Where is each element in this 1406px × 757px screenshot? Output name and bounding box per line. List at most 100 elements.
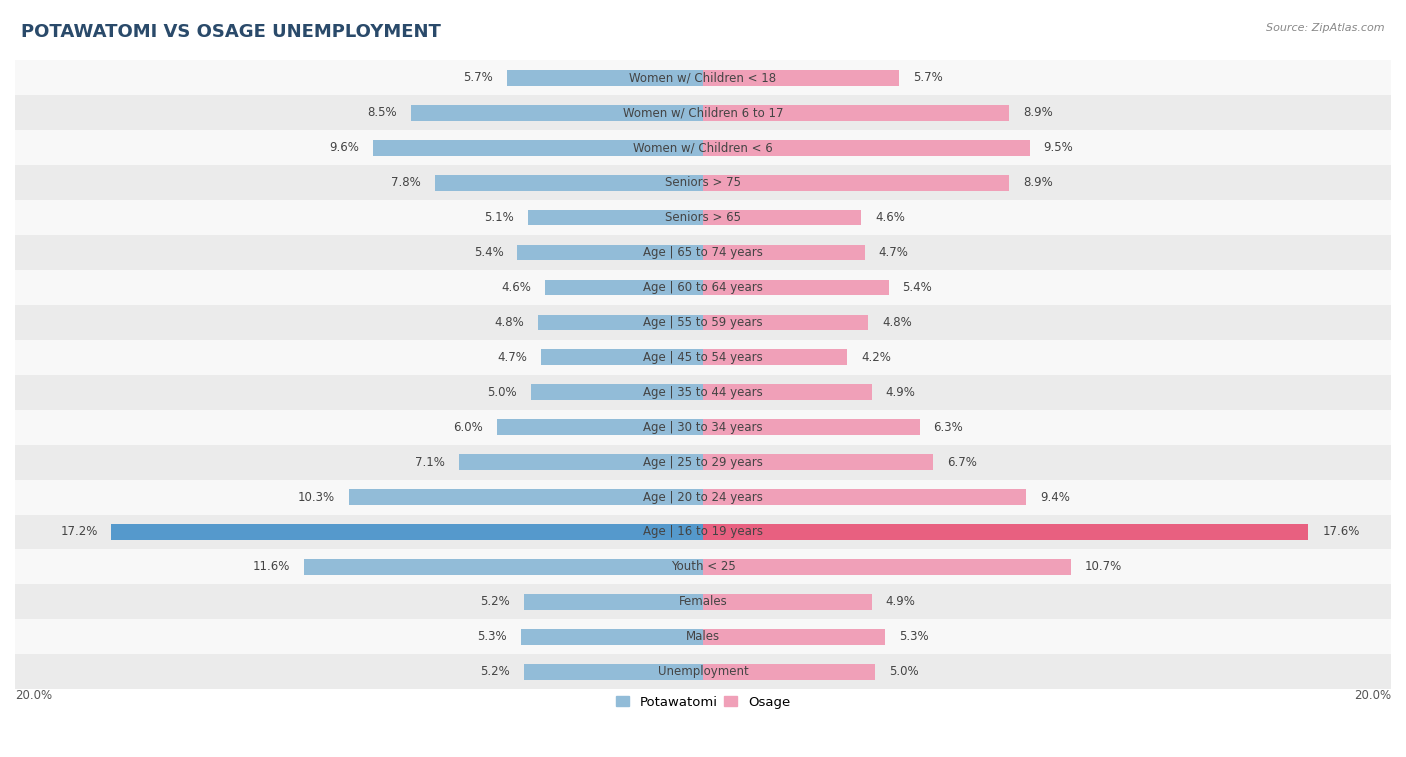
Text: Age | 30 to 34 years: Age | 30 to 34 years bbox=[643, 421, 763, 434]
Text: Females: Females bbox=[679, 595, 727, 609]
Text: Source: ZipAtlas.com: Source: ZipAtlas.com bbox=[1267, 23, 1385, 33]
Text: 5.4%: 5.4% bbox=[903, 281, 932, 294]
Bar bbox=[703, 419, 920, 435]
Bar bbox=[111, 524, 703, 540]
Bar bbox=[15, 410, 1391, 444]
Text: Women w/ Children 6 to 17: Women w/ Children 6 to 17 bbox=[623, 106, 783, 120]
Bar bbox=[458, 454, 703, 470]
Bar bbox=[524, 664, 703, 680]
Bar bbox=[703, 629, 886, 645]
Text: 6.3%: 6.3% bbox=[934, 421, 963, 434]
Bar bbox=[434, 175, 703, 191]
Bar bbox=[703, 489, 1026, 505]
Text: 10.3%: 10.3% bbox=[298, 491, 335, 503]
Bar bbox=[703, 279, 889, 295]
Bar bbox=[15, 130, 1391, 165]
Text: Women w/ Children < 6: Women w/ Children < 6 bbox=[633, 142, 773, 154]
Bar bbox=[541, 350, 703, 365]
Bar bbox=[703, 105, 1010, 120]
Text: Seniors > 65: Seniors > 65 bbox=[665, 211, 741, 224]
Text: 5.7%: 5.7% bbox=[912, 71, 942, 84]
Text: Age | 55 to 59 years: Age | 55 to 59 years bbox=[643, 316, 763, 329]
Text: 4.7%: 4.7% bbox=[879, 246, 908, 259]
Text: 4.7%: 4.7% bbox=[498, 350, 527, 364]
Text: Age | 20 to 24 years: Age | 20 to 24 years bbox=[643, 491, 763, 503]
Text: 20.0%: 20.0% bbox=[1354, 689, 1391, 702]
Text: 9.5%: 9.5% bbox=[1043, 142, 1073, 154]
Bar bbox=[15, 444, 1391, 480]
Text: 8.9%: 8.9% bbox=[1024, 106, 1053, 120]
Text: 5.2%: 5.2% bbox=[481, 665, 510, 678]
Text: Seniors > 75: Seniors > 75 bbox=[665, 176, 741, 189]
Bar bbox=[15, 550, 1391, 584]
Text: 17.2%: 17.2% bbox=[60, 525, 97, 538]
Bar bbox=[703, 385, 872, 400]
Text: Age | 45 to 54 years: Age | 45 to 54 years bbox=[643, 350, 763, 364]
Text: 5.3%: 5.3% bbox=[477, 631, 508, 643]
Bar bbox=[703, 454, 934, 470]
Bar bbox=[703, 594, 872, 609]
Bar bbox=[15, 95, 1391, 130]
Bar bbox=[15, 584, 1391, 619]
Bar bbox=[544, 279, 703, 295]
Bar bbox=[15, 654, 1391, 689]
Bar bbox=[508, 70, 703, 86]
Bar bbox=[15, 305, 1391, 340]
Text: 5.1%: 5.1% bbox=[484, 211, 513, 224]
Bar bbox=[538, 315, 703, 330]
Text: 4.6%: 4.6% bbox=[501, 281, 531, 294]
Bar bbox=[349, 489, 703, 505]
Text: Males: Males bbox=[686, 631, 720, 643]
Bar bbox=[15, 480, 1391, 515]
Text: Age | 65 to 74 years: Age | 65 to 74 years bbox=[643, 246, 763, 259]
Bar bbox=[411, 105, 703, 120]
Text: 5.2%: 5.2% bbox=[481, 595, 510, 609]
Text: Youth < 25: Youth < 25 bbox=[671, 560, 735, 573]
Bar bbox=[703, 140, 1029, 156]
Bar bbox=[15, 61, 1391, 95]
Bar bbox=[15, 375, 1391, 410]
Bar bbox=[520, 629, 703, 645]
Text: 11.6%: 11.6% bbox=[253, 560, 290, 573]
Text: POTAWATOMI VS OSAGE UNEMPLOYMENT: POTAWATOMI VS OSAGE UNEMPLOYMENT bbox=[21, 23, 441, 41]
Bar bbox=[703, 524, 1309, 540]
Text: 4.8%: 4.8% bbox=[495, 316, 524, 329]
Text: 10.7%: 10.7% bbox=[1085, 560, 1122, 573]
Text: 8.5%: 8.5% bbox=[367, 106, 396, 120]
Bar bbox=[527, 210, 703, 226]
Bar bbox=[703, 70, 898, 86]
Text: 4.2%: 4.2% bbox=[862, 350, 891, 364]
Text: Women w/ Children < 18: Women w/ Children < 18 bbox=[630, 71, 776, 84]
Bar bbox=[15, 270, 1391, 305]
Text: 5.4%: 5.4% bbox=[474, 246, 503, 259]
Bar bbox=[373, 140, 703, 156]
Text: Age | 25 to 29 years: Age | 25 to 29 years bbox=[643, 456, 763, 469]
Bar bbox=[15, 619, 1391, 654]
Bar bbox=[703, 245, 865, 260]
Text: Unemployment: Unemployment bbox=[658, 665, 748, 678]
Bar bbox=[15, 165, 1391, 200]
Bar bbox=[496, 419, 703, 435]
Text: Age | 60 to 64 years: Age | 60 to 64 years bbox=[643, 281, 763, 294]
Bar bbox=[531, 385, 703, 400]
Text: 5.3%: 5.3% bbox=[898, 631, 929, 643]
Text: 17.6%: 17.6% bbox=[1322, 525, 1360, 538]
Text: Age | 16 to 19 years: Age | 16 to 19 years bbox=[643, 525, 763, 538]
Text: 20.0%: 20.0% bbox=[15, 689, 52, 702]
Bar bbox=[703, 559, 1071, 575]
Text: 4.8%: 4.8% bbox=[882, 316, 911, 329]
Text: 4.9%: 4.9% bbox=[886, 595, 915, 609]
Bar bbox=[15, 200, 1391, 235]
Text: Age | 35 to 44 years: Age | 35 to 44 years bbox=[643, 386, 763, 399]
Text: 6.0%: 6.0% bbox=[453, 421, 482, 434]
Text: 6.7%: 6.7% bbox=[948, 456, 977, 469]
Bar bbox=[304, 559, 703, 575]
Legend: Potawatomi, Osage: Potawatomi, Osage bbox=[610, 690, 796, 714]
Text: 5.7%: 5.7% bbox=[464, 71, 494, 84]
Text: 8.9%: 8.9% bbox=[1024, 176, 1053, 189]
Text: 5.0%: 5.0% bbox=[488, 386, 517, 399]
Bar bbox=[524, 594, 703, 609]
Text: 4.6%: 4.6% bbox=[875, 211, 905, 224]
Bar bbox=[15, 340, 1391, 375]
Bar bbox=[517, 245, 703, 260]
